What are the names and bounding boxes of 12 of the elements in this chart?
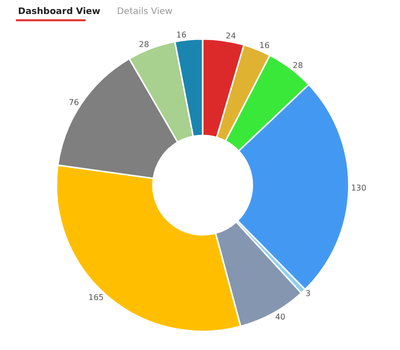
data-label: 130 (351, 183, 366, 192)
data-label: 16 (259, 41, 270, 50)
data-label: 16 (176, 30, 186, 40)
data-label: 40 (275, 312, 286, 322)
text: Details View (117, 7, 172, 17)
data-label: 165 (88, 292, 104, 302)
data-label: 28 (292, 61, 303, 70)
data-label: 76 (68, 98, 80, 107)
data-label: 28 (138, 40, 150, 49)
data-label: 24 (226, 32, 236, 41)
data-label: 3 (305, 289, 311, 298)
text: Dashboard View (18, 7, 100, 17)
